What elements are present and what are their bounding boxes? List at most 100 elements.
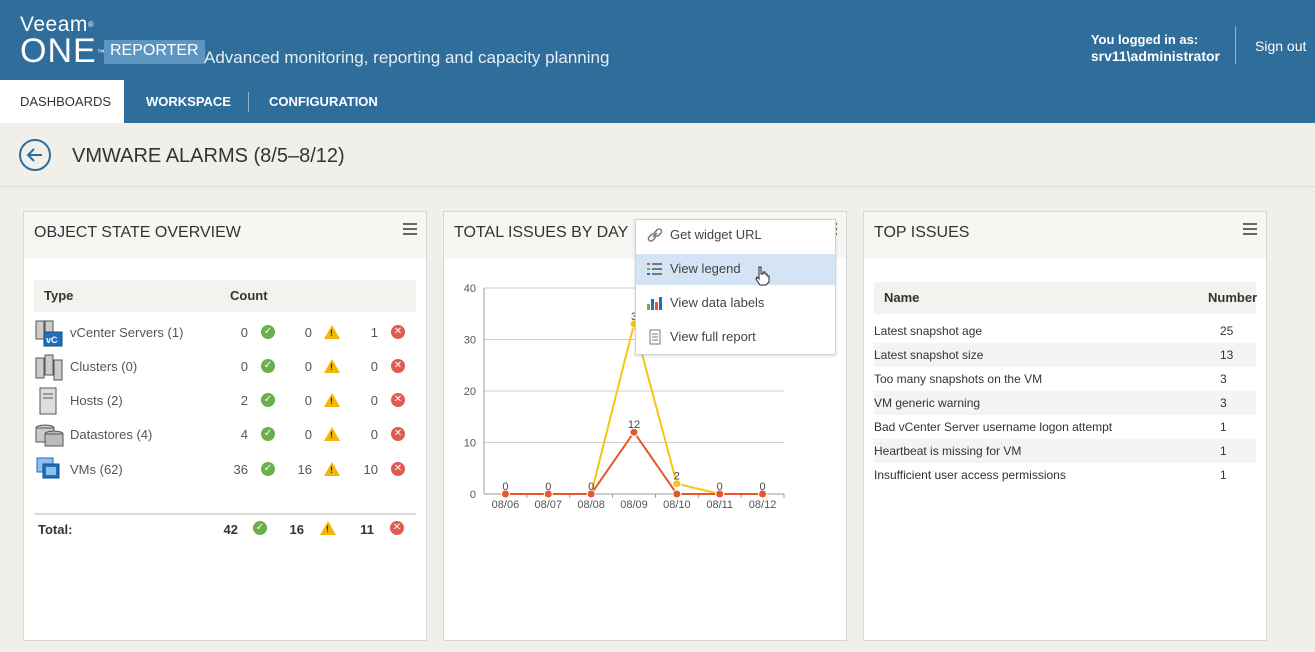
table-row: Insufficient user access permissions 1	[874, 463, 1256, 487]
app-header: Veeam® ONE™ REPORTER Advanced monitoring…	[0, 0, 1315, 80]
col-number: Number	[1208, 290, 1258, 305]
error-icon: ✕	[391, 462, 405, 476]
issue-name: Heartbeat is missing for VM	[874, 444, 1022, 458]
data-point	[758, 489, 768, 499]
svg-text:vC: vC	[46, 335, 58, 345]
menu-item-label: View full report	[670, 329, 756, 344]
x-tick-label: 08/06	[492, 499, 520, 511]
warning-icon: !	[324, 393, 340, 407]
login-info: You logged in as: srv11\administrator	[1091, 32, 1220, 64]
error-count: 0	[370, 393, 378, 408]
col-type: Type	[44, 288, 74, 303]
data-point	[672, 479, 682, 489]
datastore-icon	[35, 424, 64, 447]
error-count: 10	[363, 462, 378, 477]
menu-item-label: View data labels	[670, 295, 765, 310]
sign-out-link[interactable]: Sign out	[1255, 38, 1307, 54]
error-count: 0	[370, 427, 378, 442]
brand-logo-reporter: REPORTER	[104, 40, 205, 64]
main-nav: DASHBOARDS WORKSPACE CONFIGURATION	[0, 80, 1315, 123]
tab-workspace[interactable]: WORKSPACE	[146, 94, 231, 109]
error-icon: ✕	[391, 393, 405, 407]
y-tick-label: 20	[464, 386, 476, 398]
issue-name: VM generic warning	[874, 396, 981, 410]
x-tick-label: 08/07	[535, 499, 563, 511]
total-label: Total:	[38, 522, 73, 537]
x-tick-label: 08/08	[577, 499, 605, 511]
warning-icon: !	[324, 325, 340, 339]
bar-chart-icon	[647, 297, 662, 310]
row-label: Hosts (2)	[70, 393, 123, 408]
table-header: Type Count	[34, 280, 416, 312]
panel-header: OBJECT STATE OVERVIEW	[24, 212, 426, 258]
error-count: 1	[370, 325, 378, 340]
menu-item-view-full-report[interactable]: View full report	[636, 322, 835, 353]
data-point	[543, 489, 553, 499]
ok-count: 36	[233, 462, 248, 477]
panel-title: TOP ISSUES	[874, 224, 970, 241]
y-tick-label: 30	[464, 335, 476, 347]
series-line	[505, 430, 763, 495]
data-label: 0	[545, 481, 551, 493]
hamburger-menu-icon[interactable]	[403, 223, 417, 235]
y-tick-label: 0	[470, 489, 476, 501]
y-tick-label: 10	[464, 438, 476, 450]
error-icon: ✕	[390, 521, 404, 535]
hamburger-menu-icon[interactable]	[1243, 223, 1257, 235]
ok-count: 2	[240, 393, 248, 408]
ok-count: 4	[240, 427, 248, 442]
issue-number: 3	[1220, 372, 1227, 386]
row-label: VMs (62)	[70, 462, 123, 477]
check-icon: ✓	[261, 427, 275, 441]
nav-divider	[248, 92, 249, 112]
data-label: 0	[502, 481, 508, 493]
warning-icon: !	[324, 427, 340, 441]
row-label: vCenter Servers (1)	[70, 325, 184, 340]
table-row: Latest snapshot size 13	[874, 343, 1256, 367]
row-label: Datastores (4)	[70, 427, 153, 442]
issue-name: Bad vCenter Server username logon attemp…	[874, 420, 1113, 434]
col-name: Name	[884, 290, 920, 305]
tab-configuration[interactable]: CONFIGURATION	[269, 94, 378, 109]
data-point	[715, 489, 725, 499]
warning-count: 0	[304, 427, 312, 442]
total-error-count: 11	[360, 522, 374, 537]
x-tick-label: 08/11	[706, 499, 733, 511]
menu-item-view-data-labels[interactable]: View data labels	[636, 288, 835, 319]
check-icon: ✓	[261, 325, 275, 339]
check-icon: ✓	[253, 521, 267, 535]
menu-item-view-legend[interactable]: View legend	[636, 254, 835, 286]
login-user: srv11\administrator	[1090, 48, 1220, 64]
object-state-panel: OBJECT STATE OVERVIEW Type Count vC vCen…	[23, 211, 427, 641]
header-divider	[1235, 26, 1236, 64]
data-label: 2	[674, 471, 680, 483]
data-label: 0	[760, 481, 766, 493]
col-count: Count	[230, 288, 268, 303]
table-row: VMs (62) 36 ✓ 16 ! 10 ✕	[34, 455, 416, 485]
warning-count: 0	[304, 393, 312, 408]
x-tick-label: 08/09	[620, 499, 648, 511]
back-button[interactable]	[19, 139, 51, 171]
error-icon: ✕	[391, 325, 405, 339]
menu-item-get-widget-url[interactable]: Get widget URL	[636, 220, 835, 251]
check-icon: ✓	[261, 359, 275, 373]
issue-name: Latest snapshot size	[874, 348, 984, 362]
table-row: Too many snapshots on the VM 3	[874, 367, 1256, 391]
ok-count: 0	[240, 325, 248, 340]
host-icon	[39, 387, 57, 415]
top-issues-panel: TOP ISSUES Name Number Latest snapshot a…	[863, 211, 1267, 641]
brand-logo-veeam: Veeam®	[20, 13, 95, 36]
menu-item-label: Get widget URL	[670, 227, 762, 242]
table-row: Clusters (0) 0 ✓ 0 ! 0 ✕	[34, 352, 416, 382]
data-label: 0	[717, 481, 723, 493]
warning-count: 0	[304, 359, 312, 374]
warning-icon: !	[320, 521, 336, 535]
data-point	[672, 489, 682, 499]
issue-name: Latest snapshot age	[874, 324, 983, 338]
x-tick-label: 08/12	[749, 499, 777, 511]
issue-name: Insufficient user access permissions	[874, 468, 1066, 482]
issue-number: 25	[1220, 324, 1234, 338]
issue-name: Too many snapshots on the VM	[874, 372, 1043, 386]
tab-dashboards[interactable]: DASHBOARDS	[0, 80, 124, 123]
